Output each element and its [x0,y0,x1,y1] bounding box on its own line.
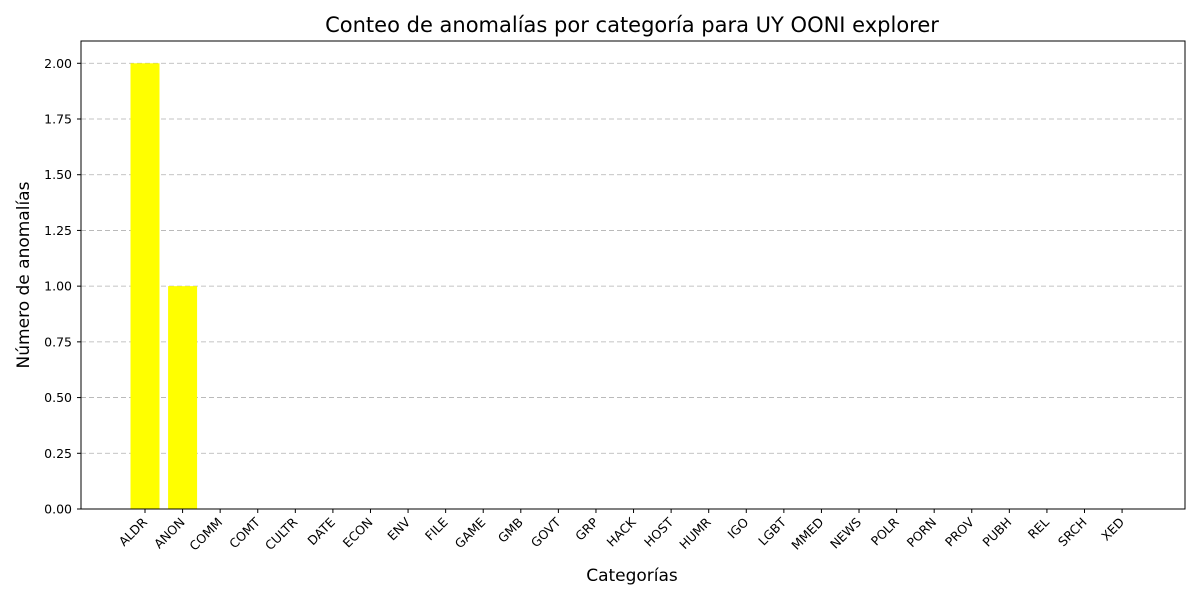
x-tick-label: COMM [186,515,225,554]
x-tick-label: NEWS [827,514,864,551]
x-tick-label: POLR [868,514,902,548]
gridlines [81,62,1185,510]
x-tick-label: PUBH [979,515,1014,550]
x-tick-label: SRCH [1055,515,1090,550]
x-axis-label: Categorías [586,566,678,586]
x-tick-label: LGBT [755,514,789,548]
bar-anon [168,286,198,509]
y-tick-label: 1.25 [44,223,72,238]
x-tick-label: ANON [151,515,188,552]
y-axis-label: Número de anomalías [14,181,34,368]
y-tick-label: 1.50 [44,167,72,182]
y-tick-label: 0.00 [44,502,72,517]
x-tick-label: MMED [788,515,826,553]
x-tick-label: REL [1025,515,1052,542]
x-tick-label: COMT [226,514,263,551]
y-tick-label: 2.00 [44,56,72,71]
x-tick-label: PORN [904,515,940,551]
x-tick-label: HUMR [676,514,714,552]
x-tick-label: IGO [724,514,751,541]
x-tick-label: HACK [604,514,640,550]
x-tick-label: CULTR [262,514,301,553]
y-tick-label: 1.00 [44,279,72,294]
x-tick-label: HOST [641,514,676,549]
x-tick-label: FILE [422,514,451,543]
bars [130,63,198,510]
x-tick-label: GAME [452,514,489,551]
y-tick-label: 0.75 [44,334,72,349]
x-tick-label: GMB [495,515,526,546]
x-tick-label: XED [1098,515,1127,544]
chart-title: Conteo de anomalías por categoría para U… [325,13,939,37]
x-tick-label: GRP [572,514,601,543]
y-axis-ticks: 0.00 0.25 0.50 0.75 1.00 1.25 1.50 1.75 2.00 [44,56,81,517]
x-tick-label: ECON [340,515,376,551]
bar-aldr [130,63,160,510]
y-tick-label: 1.75 [44,112,72,127]
y-tick-label: 0.25 [44,446,72,461]
x-tick-label: ALDR [116,514,151,549]
y-tick-label: 0.50 [44,390,72,405]
x-tick-label: GOVT [528,514,564,550]
plot-frame [80,40,1186,510]
x-tick-label: ENV [384,514,413,543]
x-tick-label: PROV [942,514,977,549]
x-tick-label: DATE [304,514,338,548]
